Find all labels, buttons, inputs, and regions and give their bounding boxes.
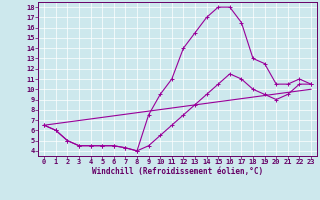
X-axis label: Windchill (Refroidissement éolien,°C): Windchill (Refroidissement éolien,°C): [92, 167, 263, 176]
